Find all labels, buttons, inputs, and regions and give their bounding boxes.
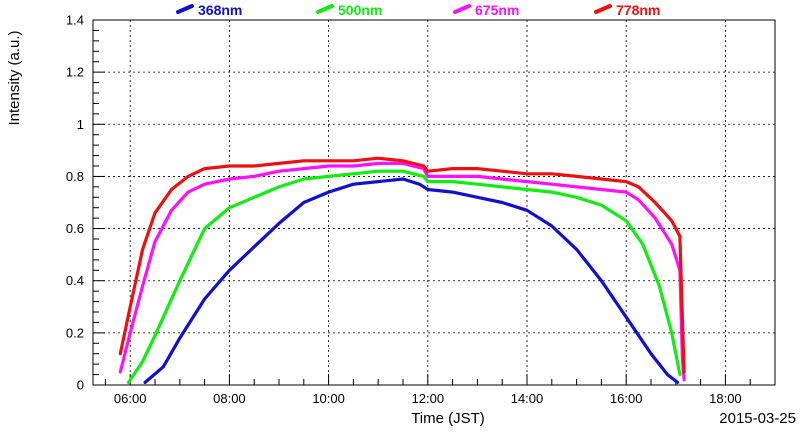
y-tick-label: 0	[77, 378, 84, 393]
y-tick-label: 0.2	[66, 325, 84, 340]
legend-swatch	[453, 4, 471, 14]
x-tick-label: 12:00	[412, 391, 445, 406]
y-axis-title: Intensity (a.u.)	[6, 30, 23, 125]
legend-swatch	[316, 4, 334, 14]
legend-label: 675nm	[475, 2, 519, 18]
series-line-368nm	[143, 177, 680, 384]
date-label: 2015-03-25	[719, 410, 796, 427]
y-tick-label: 0.8	[66, 169, 84, 184]
x-tick-label: 08:00	[213, 391, 246, 406]
x-tick-label: 18:00	[709, 391, 742, 406]
legend-label: 778nm	[616, 2, 660, 18]
x-tick-label: 16:00	[610, 391, 643, 406]
legend-swatch	[176, 4, 194, 14]
series-line-778nm	[118, 156, 686, 374]
x-axis-title: Time (JST)	[411, 410, 485, 427]
y-tick-label: 1.2	[66, 65, 84, 80]
legend-label: 500nm	[338, 2, 382, 18]
legend-swatch	[594, 4, 612, 14]
series-line-675nm	[118, 161, 686, 382]
plot-frame	[92, 19, 776, 386]
x-tick-label: 14:00	[511, 391, 544, 406]
y-tick-label: 1.4	[66, 13, 84, 28]
y-tick-label: 1	[77, 117, 84, 132]
legend-label: 368nm	[198, 2, 242, 18]
axis-ticks: 0 0.2 0.4 0.6 0.8 1 1.2 1.4 06:00 08:00 10:00 12:00…	[66, 13, 776, 406]
series-line-500nm	[126, 169, 682, 384]
series-layer	[118, 156, 686, 384]
x-tick-label: 10:00	[312, 391, 345, 406]
x-tick-label: 06:00	[114, 391, 147, 406]
y-tick-label: 0.4	[66, 273, 84, 288]
y-tick-label: 0.6	[66, 221, 84, 236]
grid	[93, 20, 775, 385]
legend: 368nm 500nm 675nm 778nm	[176, 2, 660, 18]
